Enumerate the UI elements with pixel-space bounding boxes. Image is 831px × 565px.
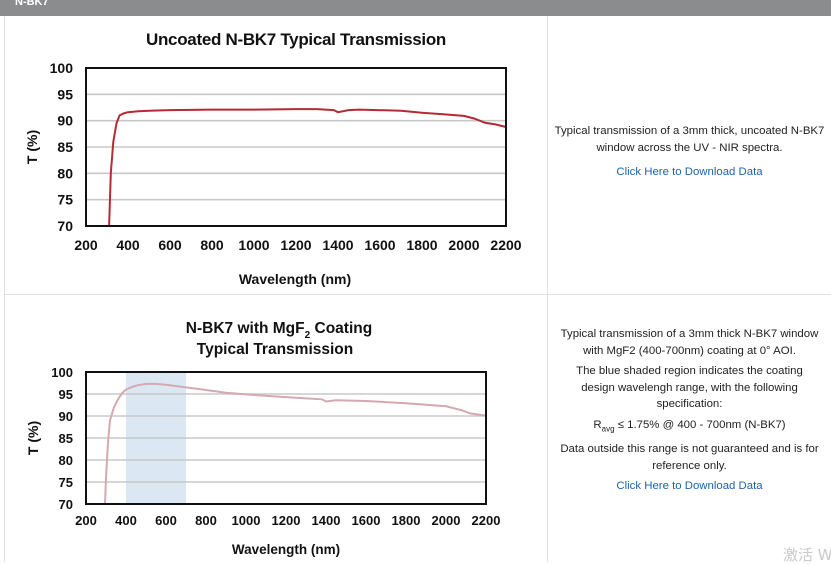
chart-gridlines bbox=[86, 393, 486, 483]
y-tick-label: 85 bbox=[59, 431, 73, 446]
y-tick-label: 75 bbox=[57, 192, 73, 208]
x-axis-label: Wavelength (nm) bbox=[232, 542, 340, 557]
coating-spec: Ravg ≤ 1.75% @ 400 - 700nm (N-BK7) bbox=[548, 417, 831, 438]
x-tick-label: 400 bbox=[116, 237, 140, 253]
x-tick-label: 600 bbox=[158, 237, 182, 253]
y-tick-label: 75 bbox=[59, 475, 73, 490]
x-tick-label: 1600 bbox=[364, 237, 395, 253]
y-tick-label: 100 bbox=[51, 365, 73, 380]
download-data-link[interactable]: Click Here to Download Data bbox=[616, 166, 763, 178]
uncoated-description: Typical transmission of a 3mm thick, unc… bbox=[554, 125, 825, 154]
section-header-bar: N-BK7 bbox=[0, 0, 831, 16]
chart-title: Uncoated N-BK7 Typical Transmission bbox=[146, 30, 446, 49]
plot-frame bbox=[85, 371, 487, 505]
x-tick-labels: 200 400 600 800 1000 1200 1400 1600 1800 2000 2200 bbox=[75, 513, 500, 528]
x-tick-label: 2200 bbox=[490, 237, 521, 253]
uncoated-description-panel: Typical transmission of a 3mm thick, unc… bbox=[548, 123, 831, 185]
plot-frame bbox=[85, 67, 507, 227]
x-tick-label: 1600 bbox=[352, 513, 381, 528]
x-tick-label: 800 bbox=[195, 513, 217, 528]
row-mgf2-coated bbox=[4, 295, 831, 562]
x-tick-label: 600 bbox=[155, 513, 177, 528]
y-tick-label: 90 bbox=[59, 409, 73, 424]
x-tick-label: 1200 bbox=[280, 237, 311, 253]
os-activation-watermark: 激活 W bbox=[783, 546, 831, 564]
y-tick-label: 95 bbox=[57, 86, 73, 102]
mgf2-description: Typical transmission of a 3mm thick N-BK… bbox=[560, 328, 819, 357]
x-tick-label: 1800 bbox=[392, 513, 421, 528]
x-tick-label: 200 bbox=[75, 513, 97, 528]
x-tick-label: 200 bbox=[74, 237, 98, 253]
x-tick-labels: 200 400 600 800 1000 1200 1400 1600 1800 2000 2200 bbox=[74, 237, 521, 253]
y-tick-labels: 100 95 90 85 80 75 70 bbox=[51, 365, 73, 512]
mgf2-description-panel: Typical transmission of a 3mm thick N-BK… bbox=[548, 326, 831, 499]
chart-title-subscript: 2 bbox=[305, 330, 311, 341]
x-tick-label: 1800 bbox=[406, 237, 437, 253]
section-header-label: N-BK7 bbox=[15, 0, 49, 8]
reference-note: Data outside this range is not guarantee… bbox=[560, 443, 819, 472]
column-divider bbox=[547, 16, 548, 562]
x-tick-label: 1200 bbox=[272, 513, 301, 528]
spec-r: R bbox=[593, 418, 602, 431]
chart-gridlines bbox=[86, 93, 506, 201]
y-tick-labels: 100 95 90 85 80 75 70 bbox=[50, 60, 74, 234]
chart-title-main: N-BK7 with MgF bbox=[186, 320, 305, 337]
chart-title-line2: Typical Transmission bbox=[197, 341, 354, 358]
y-axis-label: T (%) bbox=[25, 421, 41, 455]
x-axis-label: Wavelength (nm) bbox=[239, 271, 351, 287]
x-tick-label: 2200 bbox=[472, 513, 501, 528]
x-tick-label: 1000 bbox=[238, 237, 269, 253]
transmission-curve bbox=[104, 382, 487, 505]
x-tick-label: 2000 bbox=[448, 237, 479, 253]
y-tick-label: 100 bbox=[50, 60, 74, 76]
x-tick-label: 400 bbox=[115, 513, 137, 528]
shaded-region-note: The blue shaded region indicates the coa… bbox=[576, 365, 803, 410]
x-tick-label: 1400 bbox=[322, 237, 353, 253]
spec-subscript: avg bbox=[601, 423, 615, 433]
chart-title-suffix: Coating bbox=[310, 320, 372, 337]
y-tick-label: 80 bbox=[57, 165, 73, 181]
y-tick-label: 80 bbox=[59, 453, 73, 468]
x-tick-label: 1000 bbox=[232, 513, 261, 528]
y-tick-label: 90 bbox=[57, 113, 73, 129]
y-tick-label: 85 bbox=[57, 139, 73, 155]
mgf2-coated-transmission-chart: N-BK7 with MgF2 Coating Typical Transmis… bbox=[25, 320, 500, 557]
spec-text: ≤ 1.75% @ 400 - 700nm (N-BK7) bbox=[614, 418, 786, 431]
transmission-curve bbox=[108, 108, 507, 227]
download-data-link[interactable]: Click Here to Download Data bbox=[616, 480, 763, 493]
uncoated-transmission-chart: Uncoated N-BK7 Typical Transmission 100 9… bbox=[24, 30, 522, 287]
chart-title: N-BK7 with MgF2 Coating bbox=[186, 320, 372, 341]
x-tick-label: 800 bbox=[200, 237, 224, 253]
y-axis-label: T (%) bbox=[24, 130, 40, 164]
row-uncoated bbox=[4, 16, 831, 295]
x-tick-label: 2000 bbox=[432, 513, 461, 528]
y-tick-label: 95 bbox=[59, 387, 73, 402]
y-tick-label: 70 bbox=[59, 497, 73, 512]
y-tick-label: 70 bbox=[57, 218, 73, 234]
x-tick-label: 1400 bbox=[312, 513, 341, 528]
